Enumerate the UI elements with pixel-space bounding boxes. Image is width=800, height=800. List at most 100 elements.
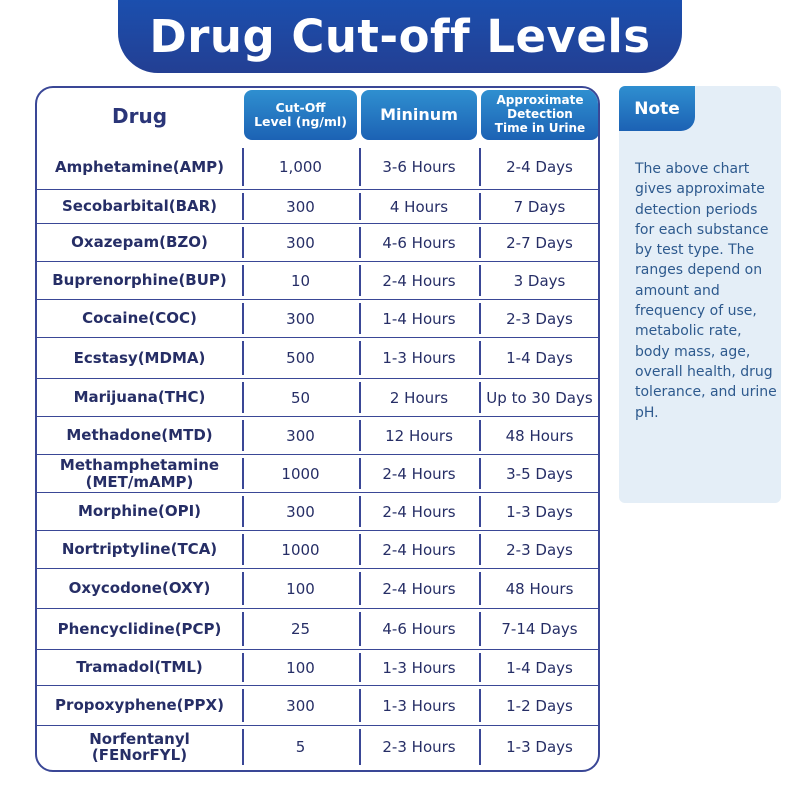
cell-drug: Cocaine(COC) bbox=[82, 309, 197, 328]
table-row: Secobarbital(BAR) 300 4 Hours 7 Days bbox=[37, 189, 598, 223]
header-cutoff-line1: Cut-Off bbox=[275, 99, 326, 115]
column-divider bbox=[359, 265, 361, 296]
column-divider bbox=[359, 534, 361, 565]
cell-cutoff: 300 bbox=[286, 233, 315, 252]
column-divider bbox=[479, 496, 481, 527]
column-divider bbox=[242, 534, 244, 565]
cell-minimum: 2-4 Hours bbox=[382, 464, 456, 483]
cell-minimum: 12 Hours bbox=[385, 426, 453, 445]
cell-drug: Oxazepam(BZO) bbox=[71, 233, 208, 252]
column-divider bbox=[242, 729, 244, 765]
cell-detection: 1-4 Days bbox=[506, 349, 573, 367]
cell-minimum: 1-4 Hours bbox=[382, 309, 456, 328]
cell-detection: 2-4 Days bbox=[506, 158, 573, 176]
column-divider bbox=[479, 689, 481, 722]
note-text: The above chart gives approximate detect… bbox=[635, 161, 777, 421]
cell-detection: 1-2 Days bbox=[506, 696, 573, 715]
cell-cutoff: 300 bbox=[286, 696, 315, 715]
cell-detection: 1-3 Days bbox=[506, 502, 573, 521]
column-divider bbox=[359, 653, 361, 682]
column-divider bbox=[359, 729, 361, 765]
cell-drug: Marijuana(THC) bbox=[73, 388, 206, 407]
cell-cutoff: 300 bbox=[286, 426, 315, 445]
column-divider bbox=[479, 303, 481, 334]
column-divider bbox=[359, 572, 361, 605]
cell-drug: Ecstasy(MDMA) bbox=[73, 348, 206, 367]
cell-cutoff: 100 bbox=[286, 658, 315, 677]
table-row: Methamphetamine (MET/mAMP) 1000 2-4 Hours 3… bbox=[37, 454, 598, 492]
table-row: Morphine(OPI) 300 2-4 Hours 1-3 Days bbox=[37, 492, 598, 530]
column-divider bbox=[479, 148, 481, 186]
cell-drug: Secobarbital(BAR) bbox=[61, 197, 218, 216]
cell-cutoff: 100 bbox=[286, 579, 315, 598]
cell-detection: 48 Hours bbox=[505, 426, 574, 445]
cell-minimum: 2-3 Hours bbox=[382, 738, 456, 756]
column-divider bbox=[359, 303, 361, 334]
column-divider bbox=[479, 458, 481, 489]
column-divider bbox=[479, 534, 481, 565]
column-divider bbox=[242, 458, 244, 489]
column-divider bbox=[242, 193, 244, 220]
column-divider bbox=[242, 227, 244, 258]
header-detection: Approximate Detection Time in Urine bbox=[481, 90, 598, 140]
cell-drug: Amphetamine(AMP) bbox=[55, 157, 224, 176]
table-row: Tramadol(TML) 100 1-3 Hours 1-4 Days bbox=[37, 649, 598, 685]
column-divider bbox=[242, 572, 244, 605]
cell-drug: Norfentanyl (FENorFYL) bbox=[89, 729, 190, 764]
column-divider bbox=[242, 265, 244, 296]
cell-cutoff: 300 bbox=[286, 502, 315, 521]
table-row: Nortriptyline(TCA) 1000 2-4 Hours 2-3 Days bbox=[37, 530, 598, 568]
cell-detection: 1-4 Days bbox=[506, 658, 573, 677]
cell-cutoff: 10 bbox=[290, 271, 311, 290]
column-divider bbox=[242, 382, 244, 413]
column-divider bbox=[242, 420, 244, 451]
cell-cutoff: 1,000 bbox=[279, 158, 322, 176]
table-header: Drug Cut-Off Level (ng/ml) Mininum Appro… bbox=[37, 88, 598, 144]
cell-detection: 7-14 Days bbox=[501, 620, 578, 638]
cell-detection: 2-7 Days bbox=[506, 233, 573, 252]
cell-drug: Methadone(MTD) bbox=[66, 426, 213, 445]
column-divider bbox=[479, 612, 481, 646]
header-detection-line2: Detection bbox=[507, 107, 573, 122]
header-detection-line3: Time in Urine bbox=[494, 120, 586, 135]
cell-drug: Methamphetamine (MET/mAMP) bbox=[59, 456, 220, 491]
column-divider bbox=[479, 265, 481, 296]
cell-minimum: 2-4 Hours bbox=[382, 540, 456, 559]
header-cutoff: Cut-Off Level (ng/ml) bbox=[244, 90, 357, 140]
column-divider bbox=[359, 227, 361, 258]
cell-cutoff: 25 bbox=[290, 620, 311, 638]
cell-minimum: 2-4 Hours bbox=[382, 502, 456, 521]
column-divider bbox=[359, 341, 361, 375]
column-divider bbox=[479, 193, 481, 220]
cell-cutoff: 1000 bbox=[281, 540, 320, 559]
column-divider bbox=[359, 420, 361, 451]
table-row: Methadone(MTD) 300 12 Hours 48 Hours bbox=[37, 416, 598, 454]
cell-detection: 2-3 Days bbox=[506, 540, 573, 559]
cell-minimum: 2-4 Hours bbox=[382, 579, 456, 598]
cell-drug: Morphine(OPI) bbox=[77, 502, 202, 521]
table-row: Marijuana(THC) 50 2 Hours Up to 30 Days bbox=[37, 378, 598, 416]
cell-drug: Propoxyphene(PPX) bbox=[55, 696, 224, 715]
column-divider bbox=[359, 458, 361, 489]
table-row: Phencyclidine(PCP) 25 4-6 Hours 7-14 Days bbox=[37, 608, 598, 649]
note-panel: Note The above chart gives approximate d… bbox=[619, 86, 781, 503]
table-row: Oxycodone(OXY) 100 2-4 Hours 48 Hours bbox=[37, 568, 598, 608]
cell-minimum: 2 Hours bbox=[389, 388, 449, 407]
cell-drug: Nortriptyline(TCA) bbox=[61, 540, 218, 559]
cell-cutoff: 300 bbox=[286, 197, 315, 216]
header-drug: Drug bbox=[111, 104, 168, 128]
table-row: Buprenorphine(BUP) 10 2-4 Hours 3 Days bbox=[37, 261, 598, 299]
cell-cutoff: 5 bbox=[295, 738, 306, 756]
cell-minimum: 4-6 Hours bbox=[382, 233, 456, 252]
cell-cutoff: 500 bbox=[286, 349, 315, 367]
cell-detection: 48 Hours bbox=[505, 579, 574, 598]
column-divider bbox=[359, 612, 361, 646]
column-divider bbox=[479, 382, 481, 413]
cell-drug: Buprenorphine(BUP) bbox=[52, 271, 227, 290]
table-row: Amphetamine(AMP) 1,000 3-6 Hours 2-4 Days bbox=[37, 145, 598, 189]
column-divider bbox=[359, 148, 361, 186]
column-divider bbox=[242, 653, 244, 682]
table-row: Norfentanyl (FENorFYL) 5 2-3 Hours 1-3 Days bbox=[37, 725, 598, 768]
column-divider bbox=[359, 689, 361, 722]
cell-detection: 3 Days bbox=[513, 271, 566, 290]
